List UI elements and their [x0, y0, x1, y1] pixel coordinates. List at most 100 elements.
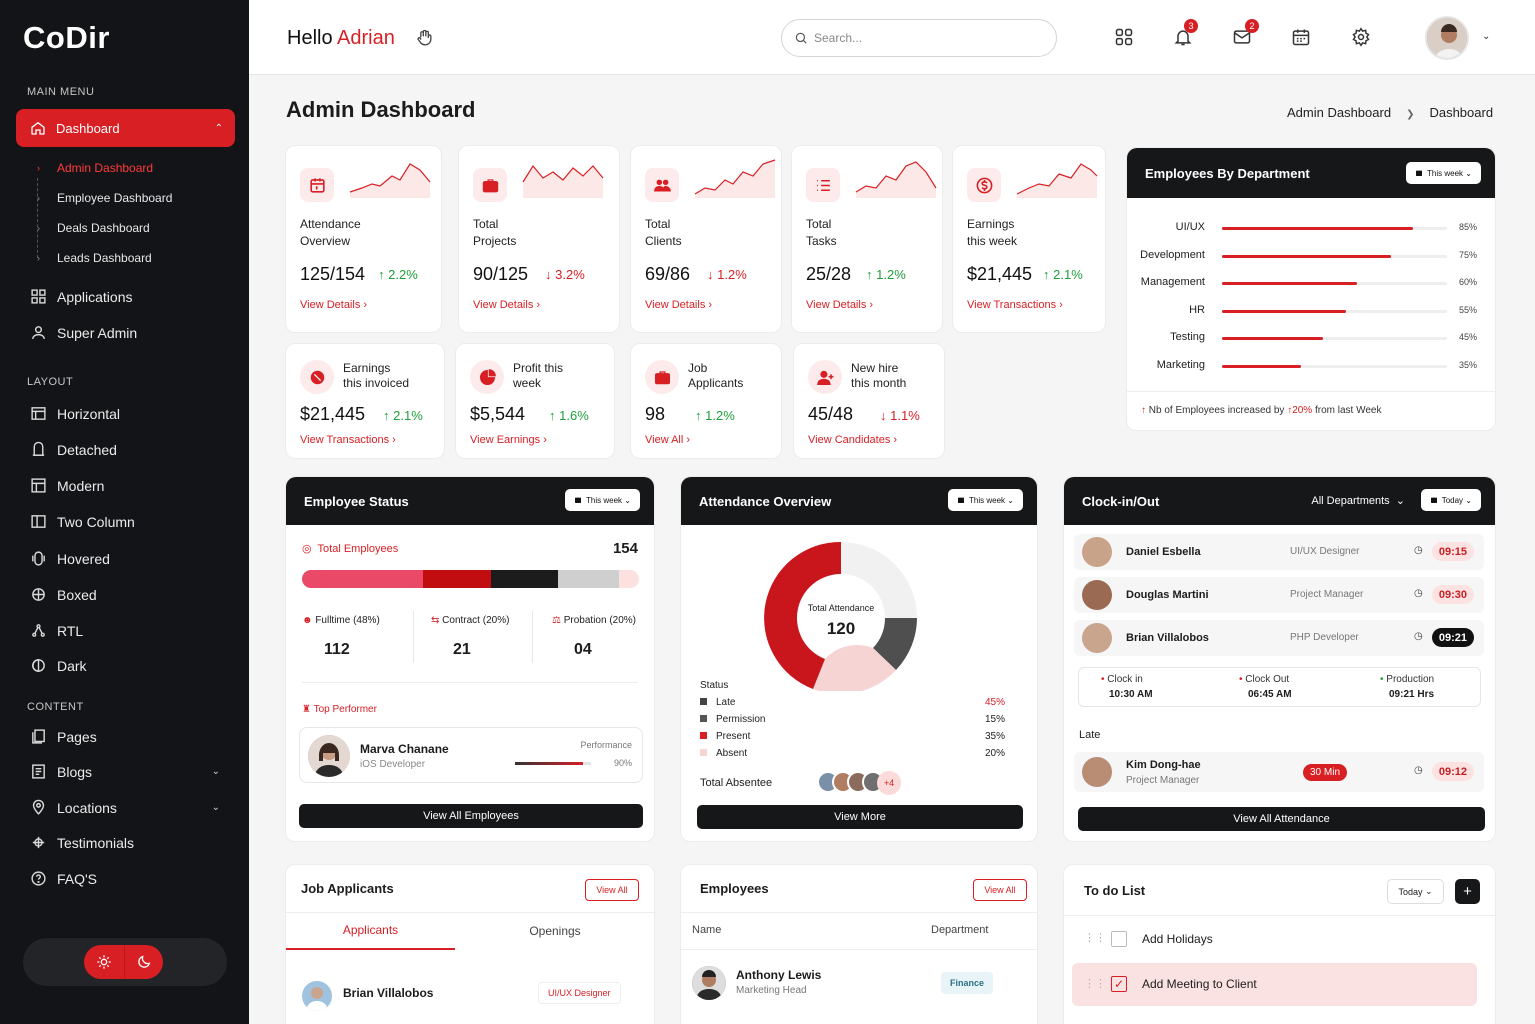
- card-title: Employees By Department: [1145, 165, 1310, 181]
- sparkline-chart: [855, 161, 937, 198]
- clock-time-badge: 09:15: [1431, 542, 1474, 561]
- clock-row[interactable]: Douglas Martini Project Manager ◷ 09:30: [1074, 577, 1484, 613]
- department-fill: [1222, 227, 1414, 230]
- view-all-button[interactable]: View All: [585, 879, 639, 901]
- user-avatar[interactable]: [1425, 16, 1469, 60]
- sidebar-item-pages[interactable]: Pages: [30, 728, 220, 745]
- breadcrumb-item[interactable]: Dashboard: [1429, 105, 1494, 120]
- stat-label-line1: Profit this: [513, 361, 564, 375]
- avatar: [1082, 757, 1112, 787]
- view-details-link[interactable]: View Details ›: [645, 299, 712, 311]
- stat-label-line2: Applicants: [688, 376, 744, 390]
- mail-icon[interactable]: [1232, 27, 1252, 47]
- sidebar-item-horizontal[interactable]: Horizontal: [30, 405, 220, 422]
- applicant-name: Brian Villalobos: [343, 986, 434, 1000]
- divider: [413, 611, 414, 663]
- sidebar-item-dark[interactable]: Dark: [30, 657, 220, 674]
- more-count-badge[interactable]: +4: [877, 771, 901, 795]
- sidebar-item-two-column[interactable]: Two Column: [30, 513, 220, 530]
- sidebar-item-testimonials[interactable]: Testimonials: [30, 834, 220, 851]
- card-header: Attendance Overview This week ⌄: [681, 477, 1037, 525]
- divider: [302, 682, 638, 683]
- drag-handle-icon[interactable]: ⋮⋮: [1084, 978, 1106, 990]
- dark-mode-button[interactable]: [124, 945, 163, 979]
- search-input[interactable]: Search...: [781, 19, 1057, 57]
- sidebar-item-locations[interactable]: Locations ⌄: [30, 799, 220, 816]
- period-select[interactable]: This week ⌄: [948, 489, 1023, 511]
- view-earnings-link[interactable]: View Earnings ›: [470, 434, 547, 446]
- apps-grid-icon[interactable]: [1114, 27, 1134, 47]
- view-details-link[interactable]: View Details ›: [300, 299, 367, 311]
- view-details-link[interactable]: View Details ›: [473, 299, 540, 311]
- sidebar-item-rtl[interactable]: RTL: [30, 622, 220, 639]
- chevron-down-icon: ⌄: [1465, 168, 1472, 178]
- sidebar-item-applications[interactable]: Applications: [30, 288, 220, 305]
- tab-openings[interactable]: Openings: [529, 924, 581, 938]
- sidebar-item-dashboard[interactable]: Dashboard ⌃: [16, 109, 235, 147]
- probation-icon: ⚖: [552, 615, 561, 626]
- department-fill: [1222, 254, 1391, 258]
- period-select[interactable]: Today ⌄: [1387, 879, 1444, 904]
- arrow-down-icon: ↓: [545, 267, 552, 282]
- label-text: Probation (20%): [563, 615, 637, 626]
- stat-value: $5,544: [470, 404, 526, 424]
- drag-handle-icon[interactable]: ⋮⋮: [1084, 932, 1106, 944]
- sidebar-item-faqs[interactable]: FAQ'S: [30, 870, 220, 887]
- attendance-overview-card: Attendance Overview This week ⌄ Total At…: [680, 476, 1038, 842]
- view-more-button[interactable]: View More: [697, 805, 1023, 829]
- avatar-portrait: [308, 735, 350, 777]
- sidebar-item-boxed[interactable]: Boxed: [30, 586, 220, 603]
- light-mode-button[interactable]: [84, 945, 124, 979]
- sidebar-item-detached[interactable]: Detached: [30, 441, 220, 458]
- todo-checkbox[interactable]: [1111, 931, 1127, 947]
- view-all-button[interactable]: View All: [973, 879, 1027, 901]
- late-row[interactable]: Kim Dong-hae Project Manager 30 Min ◷ 09…: [1074, 752, 1484, 792]
- view-transactions-link[interactable]: View Transactions ›: [300, 434, 396, 446]
- clock-row[interactable]: Brian Villalobos PHP Developer ◷ 09:21: [1074, 620, 1484, 656]
- department-filter[interactable]: All Departments ⌄: [1311, 494, 1405, 507]
- sidebar-sub-admin-dashboard[interactable]: › Admin Dashboard: [37, 161, 153, 175]
- sidebar-item-blogs[interactable]: Blogs ⌄: [30, 763, 220, 780]
- stat-card-clients: Total Clients 69/86 ↓ 1.2% View Details ›: [630, 145, 782, 333]
- legend-percent: 35%: [984, 731, 1005, 742]
- sidebar-sub-leads-dashboard[interactable]: › Leads Dashboard: [37, 251, 152, 265]
- sub-label: Deals Dashboard: [57, 221, 150, 235]
- period-select[interactable]: Today ⌄: [1420, 489, 1481, 511]
- tab-applicants[interactable]: Applicants: [286, 912, 455, 950]
- link-label: View All: [645, 434, 684, 446]
- legend-swatch: [700, 749, 707, 756]
- todo-checkbox-checked[interactable]: ✓: [1111, 976, 1127, 992]
- department-percent: 35%: [1459, 359, 1478, 370]
- chevron-down-icon[interactable]: ⌄: [1482, 31, 1491, 42]
- clock-row[interactable]: Daniel Esbella UI/UX Designer ◷ 09:15: [1074, 534, 1484, 570]
- breadcrumb: Admin Dashboard ❯ Dashboard: [1287, 105, 1493, 120]
- top-performer-card: Marva Chanane iOS Developer Performance …: [299, 727, 643, 783]
- chevron-down-icon: ⌄: [211, 766, 220, 777]
- sidebar-sub-employee-dashboard[interactable]: › Employee Dashboard: [37, 191, 172, 205]
- bell-icon[interactable]: [1173, 27, 1193, 47]
- period-select[interactable]: This week ⌄: [1406, 162, 1481, 184]
- probation-label: ⚖ Probation (20%): [552, 615, 636, 626]
- card-title: Employees: [700, 881, 769, 896]
- gear-icon[interactable]: [1351, 27, 1371, 47]
- calendar-icon[interactable]: [1291, 27, 1311, 47]
- sidebar-sub-deals-dashboard[interactable]: › Deals Dashboard: [37, 221, 150, 235]
- view-all-attendance-button[interactable]: View All Attendance: [1078, 807, 1485, 831]
- clock-details: • Clock in 10:30 AM • Clock Out 06:45 AM…: [1078, 667, 1481, 707]
- two-column-icon: [30, 513, 47, 530]
- sidebar-item-super-admin[interactable]: Super Admin: [30, 324, 220, 341]
- add-task-button[interactable]: +: [1455, 879, 1480, 904]
- sidebar-item-hovered[interactable]: Hovered: [30, 550, 220, 567]
- department-name: Development: [1140, 248, 1205, 261]
- view-all-employees-button[interactable]: View All Employees: [299, 804, 643, 828]
- period-select[interactable]: This week ⌄: [565, 489, 640, 511]
- view-transactions-link[interactable]: View Transactions ›: [967, 299, 1063, 311]
- view-all-link[interactable]: View All ›: [645, 434, 690, 446]
- breadcrumb-item[interactable]: Admin Dashboard: [1287, 105, 1392, 120]
- sidebar-item-modern[interactable]: Modern: [30, 477, 220, 494]
- view-details-link[interactable]: View Details ›: [806, 299, 873, 311]
- view-candidates-link[interactable]: View Candidates ›: [808, 434, 897, 446]
- todo-item[interactable]: ⋮⋮ ✓ Add Meeting to Client: [1072, 963, 1477, 1006]
- todo-item[interactable]: ⋮⋮ Add Holidays: [1072, 917, 1484, 961]
- bullet-icon: ›: [37, 163, 40, 173]
